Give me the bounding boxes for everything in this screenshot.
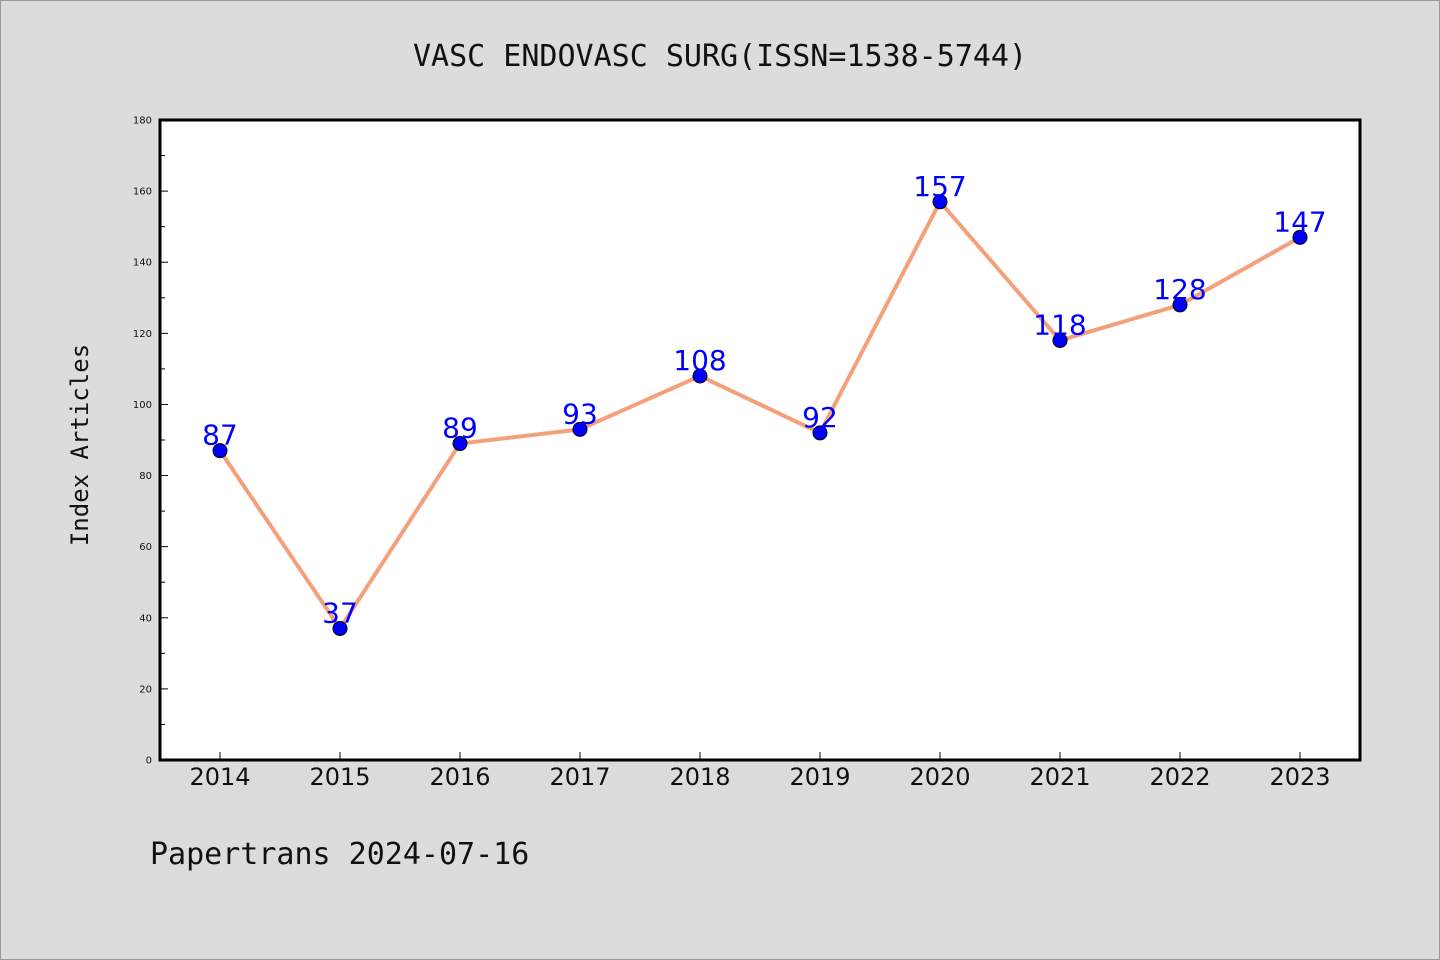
data-label-2016: 89 (442, 412, 478, 445)
data-point-2017 (572, 421, 588, 437)
y-tick-label-0: 0 (146, 756, 152, 767)
y-tick-label-60: 60 (139, 542, 152, 553)
x-tick-label-2022: 2022 (1149, 763, 1210, 791)
y-tick-label-80: 80 (139, 471, 152, 482)
plot-area (158, 118, 1362, 762)
y-tick-label-100: 100 (133, 400, 152, 411)
y-tick-label-120: 120 (133, 329, 152, 340)
x-axis: 2014 2015 2016 2017 2018 2019 2020 2021 2022 2023 (189, 752, 1331, 791)
x-tick-label-2017: 2017 (549, 763, 610, 791)
y-tick-label-40: 40 (139, 613, 152, 624)
data-labels-group: 87 37 89 93 108 92 157 118 128 147 (202, 170, 1327, 630)
y-tick-label-20: 20 (139, 684, 152, 695)
data-point-2022 (1172, 297, 1188, 313)
x-tick-label-2019: 2019 (789, 763, 850, 791)
x-tick-label-2018: 2018 (669, 763, 730, 791)
y-tick-label-140: 140 (133, 258, 152, 269)
data-label-2019: 92 (802, 401, 838, 434)
x-tick-label-2016: 2016 (429, 763, 490, 791)
data-point-2014 (212, 443, 228, 459)
series-line-group (218, 199, 1302, 631)
data-label-2022: 128 (1153, 273, 1206, 306)
data-label-2018: 108 (673, 344, 726, 377)
x-tick-label-2014: 2014 (189, 763, 250, 791)
data-label-2015: 37 (322, 596, 358, 629)
data-point-2021 (1052, 332, 1068, 348)
y-axis: 0 20 40 60 80 100 120 140 160 180 (133, 116, 168, 767)
data-label-2014: 87 (202, 419, 238, 452)
y-tick-label-180: 180 (133, 116, 152, 127)
data-point-2020 (932, 194, 948, 210)
series-line (218, 199, 1302, 631)
x-tick-label-2020: 2020 (909, 763, 970, 791)
y-axis-label: Index Articles (66, 344, 94, 546)
x-tick-label-2021: 2021 (1029, 763, 1090, 791)
markers-group (212, 194, 1308, 636)
data-label-2021: 118 (1033, 308, 1086, 341)
data-label-2020: 157 (913, 170, 966, 203)
data-point-2018 (692, 368, 708, 384)
chart-title: VASC ENDOVASC SURG(ISSN=1538-5744) (413, 39, 1027, 74)
y-tick-label-160: 160 (133, 187, 152, 198)
x-tick-label-2015: 2015 (309, 763, 370, 791)
data-point-2015 (332, 620, 348, 636)
data-point-2016 (452, 436, 468, 452)
data-label-2017: 93 (562, 397, 598, 430)
data-point-2023 (1292, 229, 1308, 245)
data-label-2023: 147 (1273, 205, 1326, 238)
x-tick-label-2023: 2023 (1269, 763, 1330, 791)
footer-text: Papertrans 2024-07-16 (150, 837, 529, 872)
data-point-2019 (812, 425, 828, 441)
